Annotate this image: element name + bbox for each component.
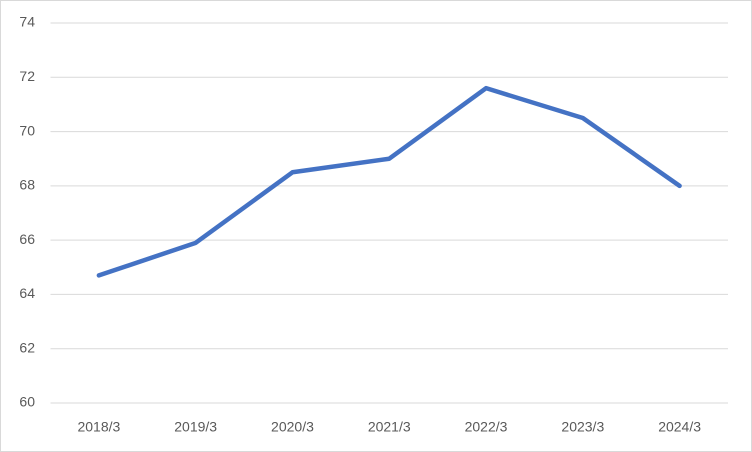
x-tick-label: 2020/3: [271, 419, 314, 435]
y-tick-label: 66: [19, 231, 35, 247]
y-tick-label: 72: [19, 68, 35, 84]
y-tick-label: 60: [19, 394, 35, 410]
x-tick-label: 2022/3: [465, 419, 508, 435]
y-tick-label: 68: [19, 177, 35, 193]
y-tick-label: 70: [19, 122, 35, 138]
y-tick-label: 74: [19, 14, 35, 30]
y-tick-label: 62: [19, 339, 35, 355]
x-tick-label: 2024/3: [658, 419, 701, 435]
x-tick-label: 2021/3: [368, 419, 411, 435]
x-tick-label: 2019/3: [174, 419, 217, 435]
y-tick-label: 64: [19, 285, 35, 301]
x-tick-label: 2023/3: [561, 419, 604, 435]
data-line: [96, 85, 682, 278]
x-tick-label: 2018/3: [77, 419, 120, 435]
